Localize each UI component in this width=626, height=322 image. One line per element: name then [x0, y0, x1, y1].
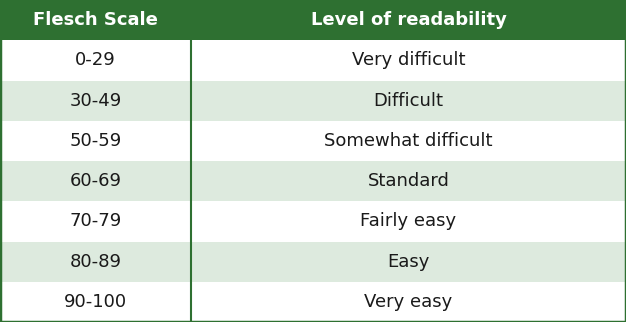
Bar [0, 242, 191, 282]
Bar [191, 282, 626, 322]
Bar [191, 242, 626, 282]
Text: 90-100: 90-100 [64, 293, 127, 311]
Bar [0, 201, 191, 242]
Bar [0, 161, 191, 201]
Text: 0-29: 0-29 [75, 52, 116, 69]
Bar [191, 161, 626, 201]
Text: Difficult: Difficult [374, 92, 443, 109]
Bar [191, 201, 626, 242]
Bar [191, 80, 626, 121]
Text: Fairly easy: Fairly easy [361, 213, 456, 230]
Text: 80-89: 80-89 [69, 253, 121, 270]
Text: Level of readability: Level of readability [310, 11, 506, 29]
Text: Very difficult: Very difficult [352, 52, 465, 69]
Bar [191, 0, 626, 40]
Text: Easy: Easy [387, 253, 429, 270]
Bar [0, 282, 191, 322]
Text: 50-59: 50-59 [69, 132, 121, 150]
Text: 70-79: 70-79 [69, 213, 121, 230]
Bar [0, 40, 191, 80]
Text: Somewhat difficult: Somewhat difficult [324, 132, 493, 150]
Text: 60-69: 60-69 [69, 172, 121, 190]
Bar [191, 121, 626, 161]
Bar [0, 80, 191, 121]
Text: Very easy: Very easy [364, 293, 453, 311]
Text: 30-49: 30-49 [69, 92, 121, 109]
Text: Flesch Scale: Flesch Scale [33, 11, 158, 29]
Bar [0, 0, 191, 40]
Bar [191, 40, 626, 80]
Bar [0, 121, 191, 161]
Text: Standard: Standard [367, 172, 449, 190]
